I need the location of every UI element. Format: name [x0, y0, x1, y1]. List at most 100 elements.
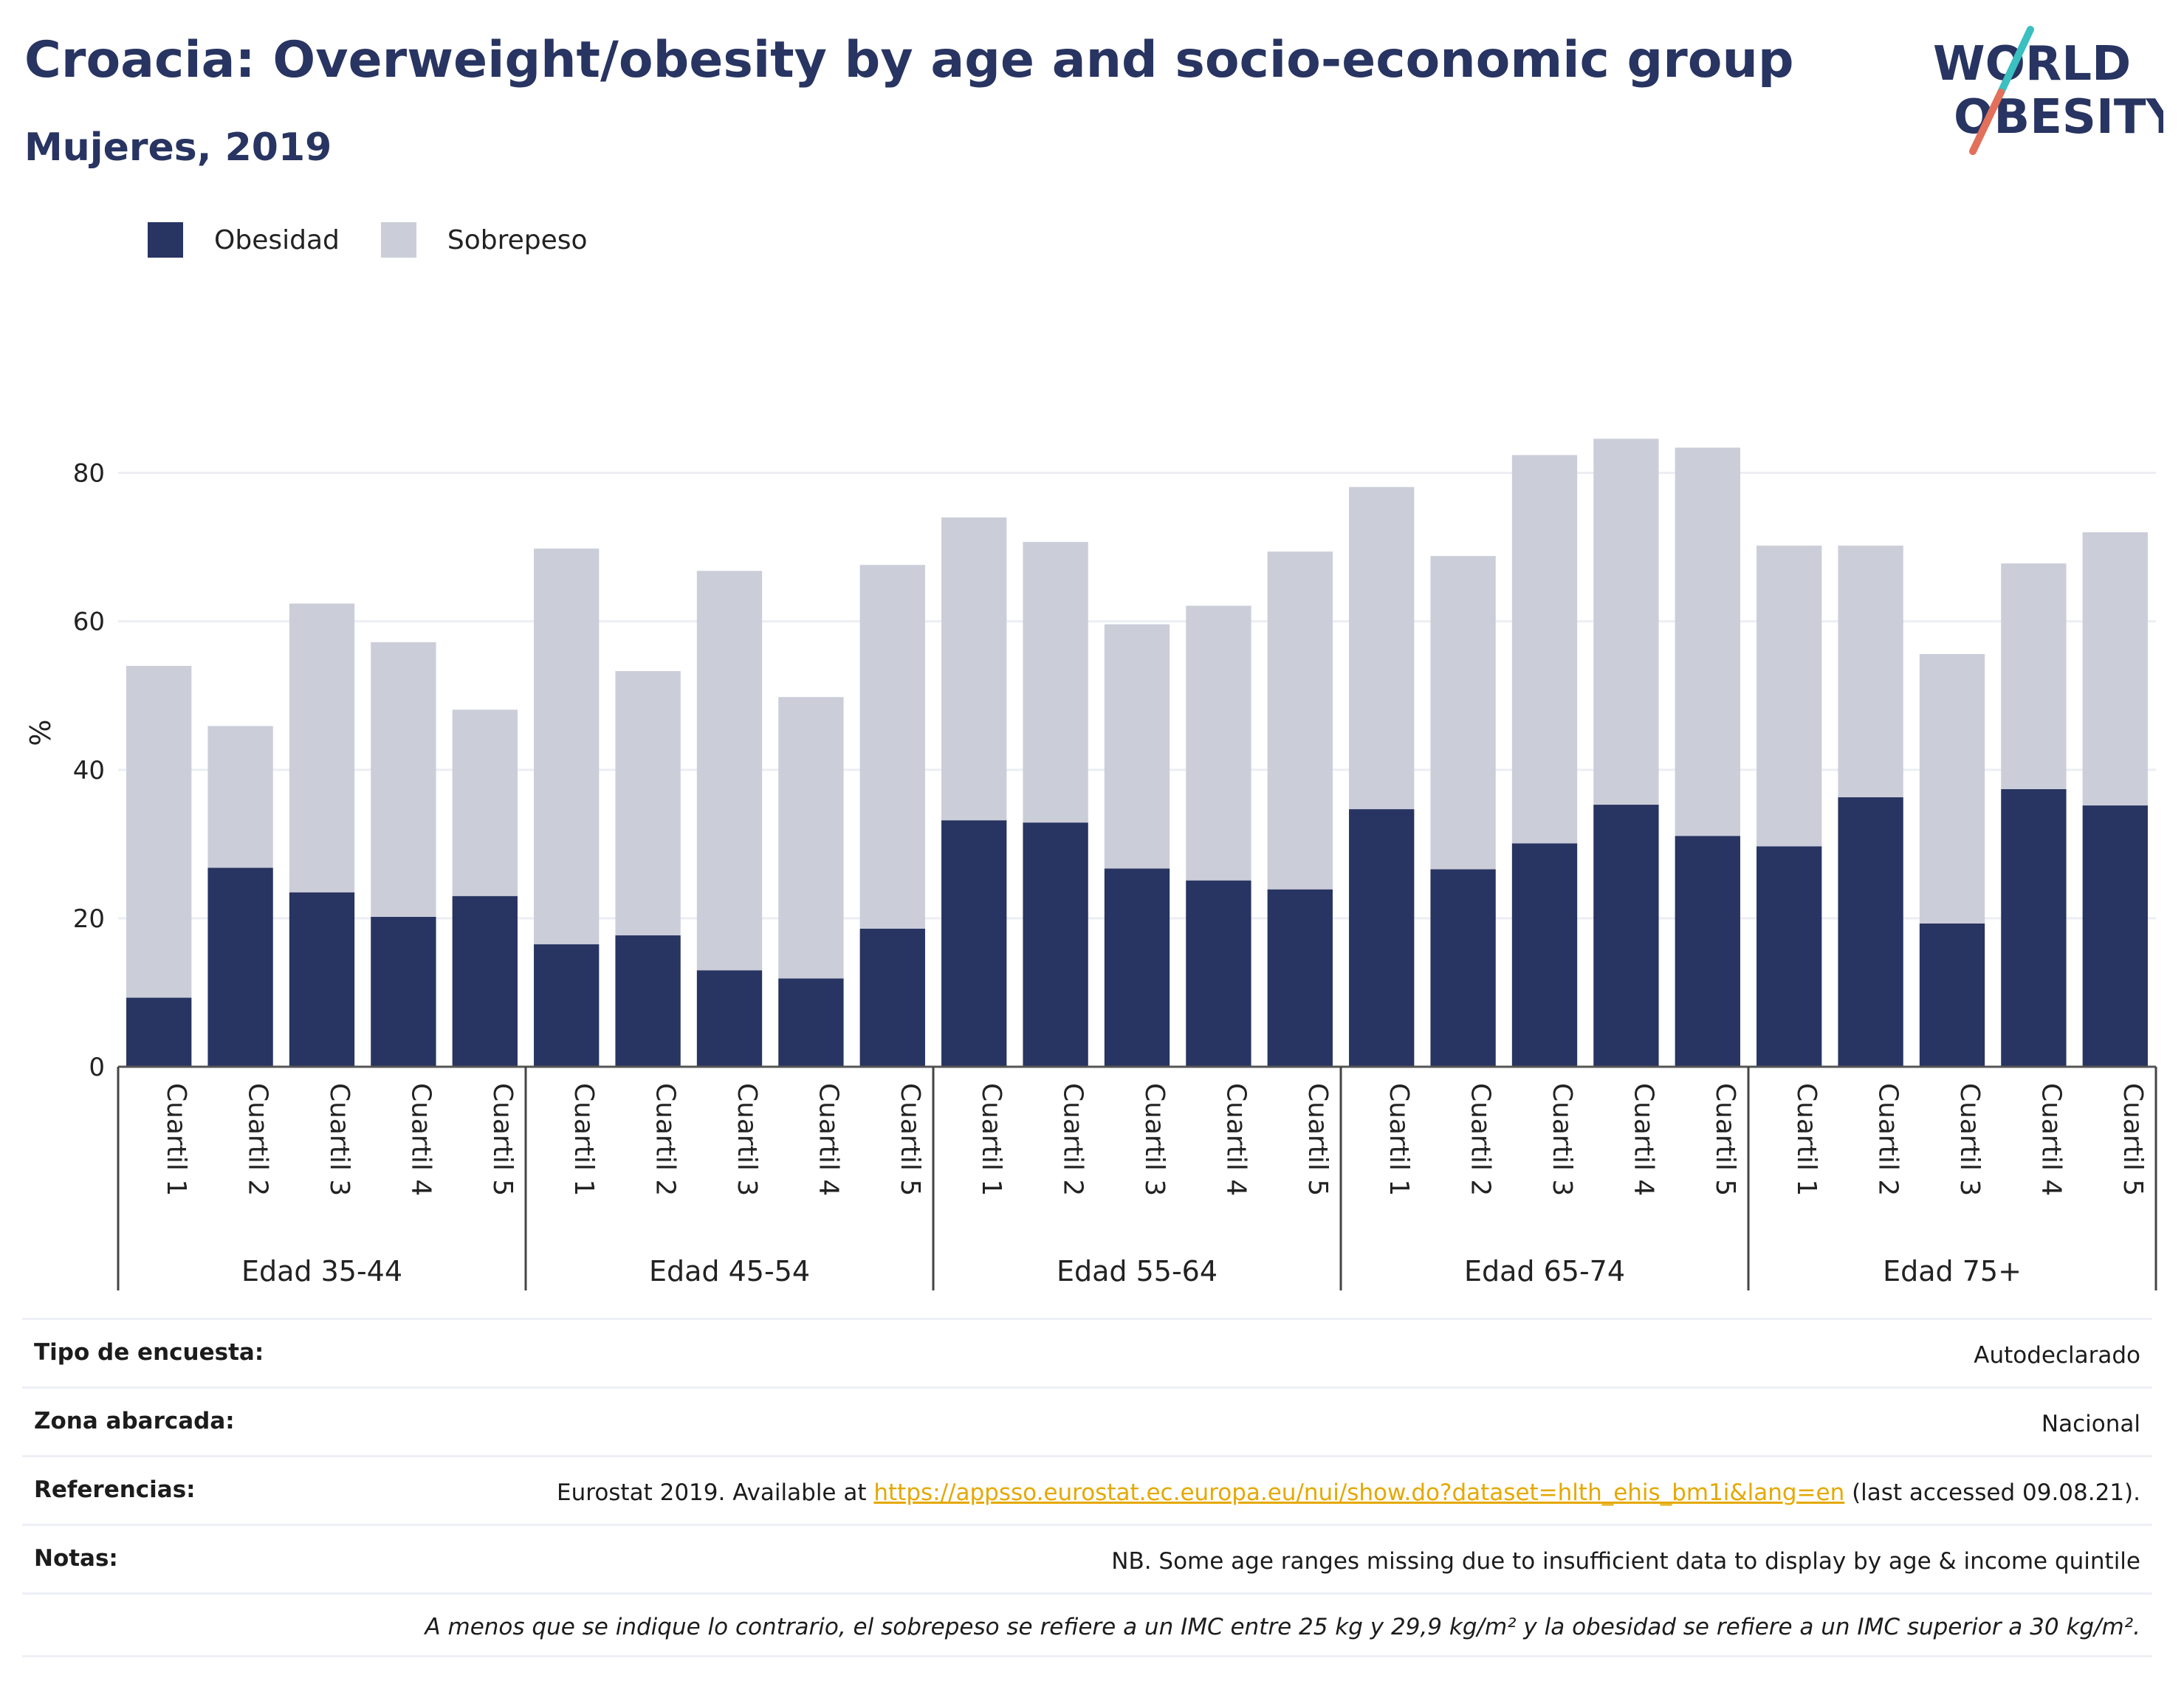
x-tick-label-g4-c2: Cuartil 2	[1466, 1083, 1496, 1196]
y-tick-label-40: 40	[73, 756, 105, 785]
bar-overweight-g5-c4	[2001, 563, 2067, 789]
bar-obesity-g5-c1	[1757, 846, 1822, 1067]
chart-subtitle: Mujeres, 2019	[24, 126, 332, 170]
y-tick-label-80: 80	[73, 459, 105, 489]
bar-obesity-g2-c5	[859, 928, 925, 1067]
bar-overweight-g2-c2	[615, 671, 681, 936]
logo-slash-top	[1997, 26, 2034, 96]
meta-label-area: Zona abarcada:	[34, 1408, 235, 1434]
x-tick-label-g1-c2: Cuartil 2	[243, 1083, 273, 1196]
meta-row-references: Referencias: Eurostat 2019. Available at…	[22, 1455, 2152, 1524]
bar-overweight-g4-c1	[1349, 487, 1415, 810]
bar-overweight-g1-c5	[452, 709, 518, 896]
bar-obesity-g3-c4	[1186, 880, 1251, 1067]
bar-overweight-g4-c4	[1593, 439, 1659, 805]
x-tick-label-g2-c1: Cuartil 1	[569, 1083, 599, 1196]
bar-obesity-g1-c4	[371, 916, 436, 1067]
bar-obesity-g4-c4	[1593, 805, 1659, 1067]
x-tick-label-g2-c5: Cuartil 5	[895, 1083, 925, 1196]
x-tick-label-g4-c1: Cuartil 1	[1384, 1083, 1414, 1196]
bar-overweight-g3-c3	[1104, 624, 1170, 869]
bar-obesity-g4-c1	[1349, 809, 1415, 1067]
bar-obesity-g4-c3	[1511, 843, 1578, 1067]
references-link[interactable]: https://appsso.eurostat.ec.europa.eu/nui…	[873, 1479, 1845, 1506]
x-tick-label-g2-c3: Cuartil 3	[732, 1083, 762, 1196]
x-tick-label-g4-c3: Cuartil 3	[1547, 1083, 1577, 1196]
references-prefix: Eurostat 2019. Available at	[557, 1479, 874, 1506]
bar-obesity-g4-c5	[1675, 836, 1740, 1067]
x-tick-label-g1-c3: Cuartil 3	[324, 1083, 354, 1196]
logo-slash-bottom	[1969, 89, 2005, 155]
bar-overweight-g1-c1	[126, 666, 192, 998]
bar-obesity-g1-c5	[452, 895, 518, 1067]
bar-overweight-g2-c1	[534, 549, 600, 945]
bar-overweight-g1-c3	[289, 603, 355, 893]
references-suffix: (last accessed 09.08.21).	[1844, 1479, 2140, 1506]
logo-graphic: WORLD OBESITY	[1933, 26, 2180, 155]
bar-obesity-g5-c3	[1919, 923, 1985, 1067]
bar-obesity-g3-c2	[1023, 822, 1088, 1067]
meta-value-area: Nacional	[2041, 1411, 2140, 1437]
bar-obesity-g2-c3	[696, 970, 763, 1067]
meta-value-references: Eurostat 2019. Available at https://apps…	[557, 1476, 2152, 1509]
meta-value-survey: Autodeclarado	[1974, 1342, 2140, 1369]
bar-overweight-g2-c3	[696, 571, 763, 971]
x-tick-label-g5-c4: Cuartil 4	[2036, 1083, 2066, 1196]
bar-obesity-g1-c2	[207, 867, 273, 1067]
x-tick-label-g5-c3: Cuartil 3	[1954, 1083, 1985, 1196]
bar-obesity-g2-c4	[778, 978, 844, 1067]
bar-overweight-g1-c4	[371, 642, 436, 917]
x-tick-label-g4-c4: Cuartil 4	[1628, 1083, 1658, 1196]
x-tick-label-g4-c5: Cuartil 5	[1710, 1083, 1740, 1196]
y-tick-label-60: 60	[73, 608, 105, 637]
group-label-1: Edad 35-44	[241, 1255, 402, 1287]
bar-obesity-g3-c1	[941, 820, 1007, 1067]
y-tick-label-0: 0	[89, 1053, 105, 1082]
meta-row-area: Zona abarcada: Nacional	[22, 1386, 2152, 1455]
group-label-3: Edad 55-64	[1057, 1255, 1218, 1287]
y-axis-label: %	[24, 719, 57, 746]
legend-swatch-overweight	[380, 222, 416, 258]
y-tick-label-20: 20	[73, 904, 105, 934]
bmi-definition-footnote: A menos que se indique lo contrario, el …	[22, 1592, 2152, 1657]
x-tick-label-g1-c5: Cuartil 5	[487, 1083, 518, 1196]
stacked-bar-chart: 0 20 40 60 80% Cuartil 1 Cuartil 2 Cuartil 3 Cua…	[24, 439, 2157, 1290]
chart-title: Croacia: Overweight/obesity by age and s…	[24, 31, 1794, 89]
legend-label-obesity: Obesidad	[214, 224, 340, 255]
metadata-table: Tipo de encuesta: Autodeclarado Zona aba…	[22, 1318, 2152, 1657]
x-tick-label-g2-c2: Cuartil 2	[650, 1083, 681, 1196]
x-tick-label-g2-c4: Cuartil 4	[813, 1083, 843, 1196]
bar-obesity-g1-c3	[289, 892, 355, 1067]
x-tick-label-g3-c3: Cuartil 3	[1139, 1083, 1170, 1196]
bar-obesity-g2-c2	[615, 935, 681, 1067]
bar-overweight-g5-c3	[1919, 653, 1985, 924]
legend-item-overweight[interactable]: Sobrepeso	[380, 222, 588, 258]
bar-obesity-g5-c4	[2001, 788, 2067, 1067]
bar-overweight-g5-c2	[1838, 546, 1903, 797]
bar-overweight-g1-c2	[207, 726, 273, 868]
bar-obesity-g3-c3	[1104, 868, 1170, 1067]
x-tick-label-g3-c1: Cuartil 1	[976, 1083, 1006, 1196]
group-label-2: Edad 45-54	[649, 1255, 810, 1287]
meta-label-references: Referencias:	[34, 1476, 196, 1503]
bar-obesity-g2-c1	[534, 944, 600, 1067]
chart-legend: Obesidad Sobrepeso	[148, 221, 629, 258]
bar-overweight-g5-c5	[2082, 532, 2148, 806]
bar-overweight-g4-c5	[1675, 447, 1740, 836]
meta-row-survey: Tipo de encuesta: Autodeclarado	[22, 1318, 2152, 1386]
bar-overweight-g3-c5	[1267, 551, 1333, 890]
x-tick-label-g1-c1: Cuartil 1	[161, 1083, 191, 1196]
group-label-5: Edad 75+	[1883, 1255, 2022, 1287]
group-label-4: Edad 65-74	[1464, 1255, 1625, 1287]
legend-swatch-obesity	[148, 222, 183, 258]
world-obesity-logo: WORLD OBESITY	[1920, 22, 2180, 155]
bar-overweight-g3-c1	[941, 517, 1007, 821]
x-tick-label-g3-c5: Cuartil 5	[1302, 1083, 1333, 1196]
x-tick-label-g5-c2: Cuartil 2	[1873, 1083, 1903, 1196]
meta-label-notes: Notas:	[34, 1545, 118, 1572]
x-tick-label-g5-c1: Cuartil 1	[1791, 1083, 1821, 1196]
bar-overweight-g2-c4	[778, 697, 844, 979]
bar-obesity-g5-c5	[2082, 805, 2148, 1067]
meta-value-notes: NB. Some age ranges missing due to insuf…	[1111, 1548, 2140, 1575]
legend-item-obesity[interactable]: Obesidad	[148, 222, 340, 258]
